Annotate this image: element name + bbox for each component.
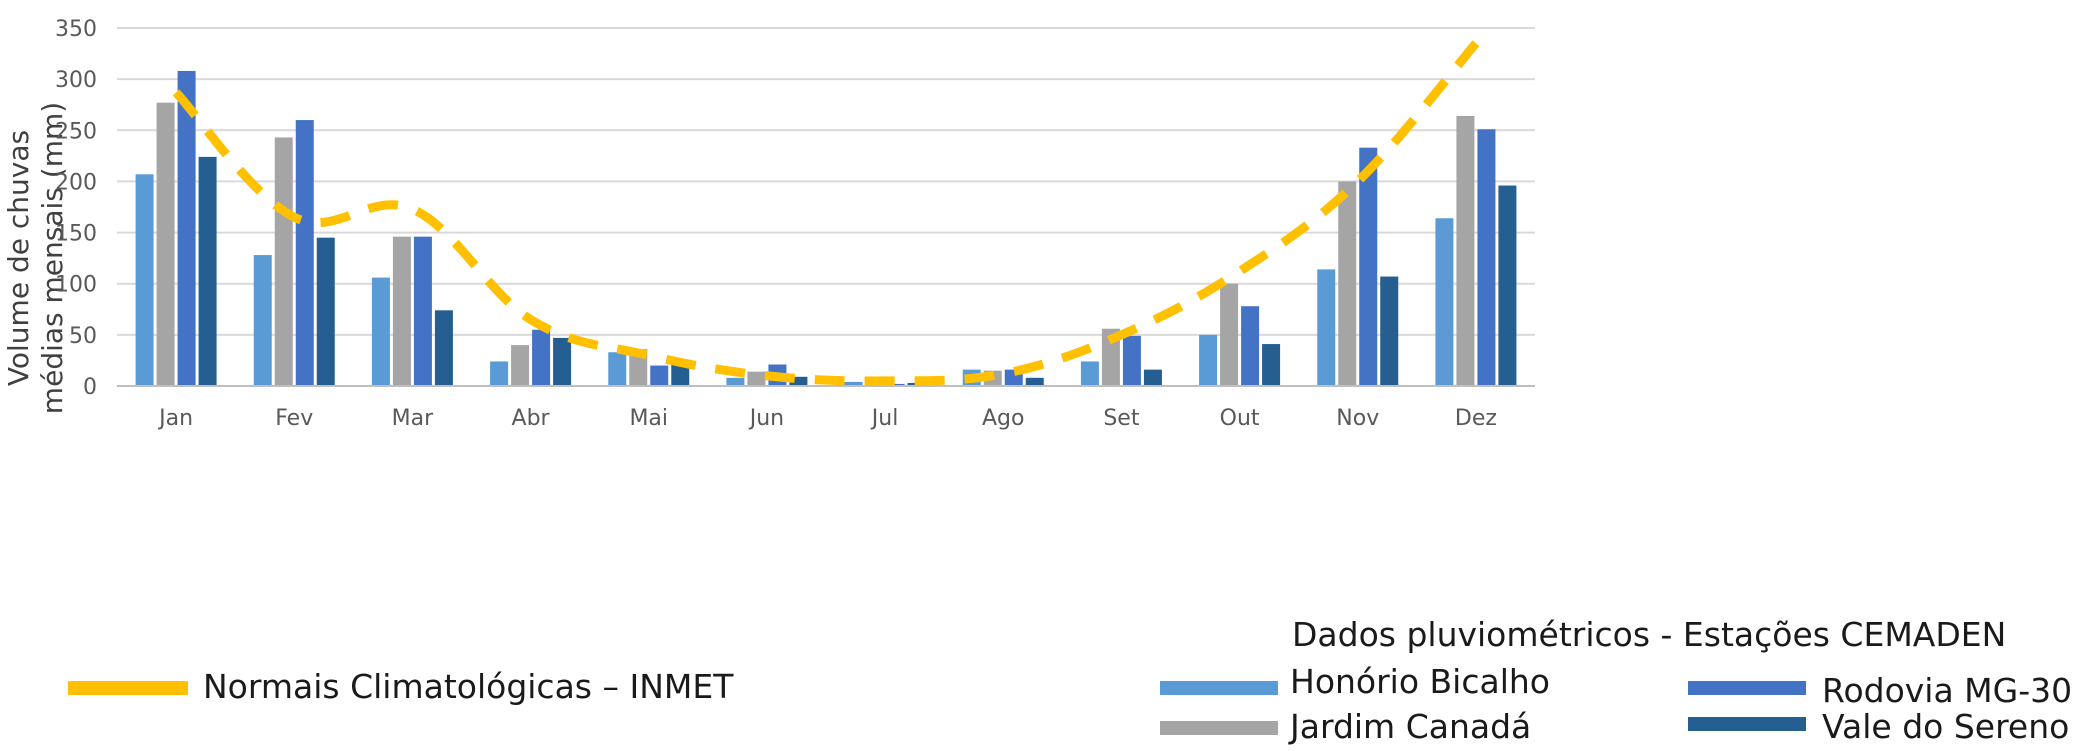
gridlines (117, 27, 1535, 336)
y-tick-label: 50 (69, 324, 97, 349)
x-tick-label: Abr (512, 406, 551, 431)
bar-vale-do-sereno-fev (316, 237, 335, 386)
bar-rodovia-mg-30-mar (413, 236, 432, 386)
x-tick-label: Mai (629, 406, 668, 431)
bar-jardim-canada-set (1101, 328, 1120, 386)
bar-honorio-bicalho-jul (844, 381, 863, 386)
y-axis-title-line1: Volume de chuvas (2, 130, 35, 386)
bar-jardim-canada-abr (511, 345, 530, 386)
bar-jardim-canada-out (1220, 283, 1239, 386)
legend-label-rodovia-mg30: Rodovia MG-30 (1822, 671, 2072, 710)
y-tick-label: 250 (55, 119, 97, 144)
bar-honorio-bicalho-jun (726, 377, 745, 386)
x-tick-label: Jun (748, 406, 784, 431)
bar-rodovia-mg-30-out (1241, 306, 1260, 386)
legend-label-inmet: Normais Climatológicas – INMET (203, 667, 734, 706)
x-tick-label: Out (1220, 406, 1260, 431)
bar-jardim-canada-nov (1338, 181, 1357, 386)
bar-vale-do-sereno-set (1143, 369, 1162, 386)
x-tick-label: Dez (1455, 406, 1497, 431)
bar-honorio-bicalho-out (1199, 334, 1218, 386)
legend-group-title: Dados pluviométricos - Estações CEMADEN (1292, 615, 2006, 654)
bar-rodovia-mg-30-fev (295, 120, 314, 387)
x-tick-label: Jul (870, 406, 899, 431)
inmet-normals-line (172, 40, 1480, 386)
x-tick-label: Jan (157, 406, 193, 431)
bar-honorio-bicalho-set (1080, 361, 1099, 386)
y-tick-label: 300 (55, 68, 97, 93)
bar-vale-do-sereno-abr (553, 337, 572, 386)
bar-rodovia-mg-30-nov (1359, 147, 1378, 386)
x-tick-label: Nov (1336, 406, 1379, 431)
legend: Normais Climatológicas – INMET Dados plu… (68, 615, 2072, 746)
bar-rodovia-mg-30-dez (1477, 129, 1496, 386)
bar-rodovia-mg-30-set (1122, 335, 1141, 386)
bar-jardim-canada-jan (156, 102, 175, 386)
y-tick-label: 200 (55, 170, 97, 195)
x-tick-label: Fev (275, 406, 313, 431)
bar-rodovia-mg-30-mai (650, 365, 669, 386)
x-tick-label: Set (1103, 406, 1140, 431)
bar-rodovia-mg-30-jan (177, 70, 196, 387)
bar-rodovia-mg-30-abr (532, 329, 551, 386)
bar-honorio-bicalho-mar (371, 277, 390, 386)
bar-vale-do-sereno-mar (434, 310, 453, 386)
x-tick-label: Mar (392, 406, 434, 431)
bar-jardim-canada-jun (747, 371, 766, 386)
bar-jardim-canada-dez (1456, 115, 1475, 387)
bar-series (135, 70, 1517, 387)
bar-honorio-bicalho-jan (135, 174, 154, 386)
y-tick-label: 350 (55, 17, 97, 42)
y-tick-label: 150 (55, 222, 97, 247)
y-tick-label: 0 (83, 375, 97, 400)
legend-swatch-honorio-bicalho (1160, 681, 1278, 695)
bar-vale-do-sereno-dez (1498, 185, 1517, 386)
y-axis-title-line2: médias mensais (mm) (36, 102, 69, 414)
legend-swatch-inmet (68, 681, 188, 695)
x-axis-ticks: Jan Fev Mar Abr Mai Jun Jul Ago Set Out Nov Dez (157, 406, 1497, 431)
bar-jardim-canada-fev (274, 137, 293, 386)
x-tick-label: Ago (982, 406, 1024, 431)
bar-honorio-bicalho-abr (490, 361, 509, 386)
bar-rodovia-mg-30-jul (886, 383, 905, 386)
y-tick-label: 100 (55, 273, 97, 298)
y-axis-ticks: 0 50 100 150 200 250 300 350 (55, 17, 97, 400)
legend-swatch-jardim-canada (1160, 721, 1278, 735)
legend-label-jardim-canada: Jardim Canadá (1288, 707, 1531, 746)
bar-vale-do-sereno-out (1262, 344, 1281, 386)
bar-vale-do-sereno-jun (789, 376, 808, 386)
bar-vale-do-sereno-nov (1380, 276, 1399, 386)
legend-swatch-rodovia-mg30 (1688, 681, 1806, 695)
bar-honorio-bicalho-nov (1317, 269, 1336, 386)
bar-honorio-bicalho-fev (253, 255, 272, 386)
bar-vale-do-sereno-jan (198, 156, 217, 386)
bar-honorio-bicalho-mai (608, 352, 627, 386)
bar-vale-do-sereno-ago (1025, 377, 1044, 386)
legend-label-vale-do-sereno: Vale do Sereno (1822, 707, 2069, 746)
bar-honorio-bicalho-dez (1435, 218, 1454, 386)
bar-jardim-canada-mar (392, 236, 411, 386)
legend-swatch-vale-do-sereno (1688, 717, 1806, 731)
legend-label-honorio-bicalho: Honório Bicalho (1290, 662, 1550, 701)
